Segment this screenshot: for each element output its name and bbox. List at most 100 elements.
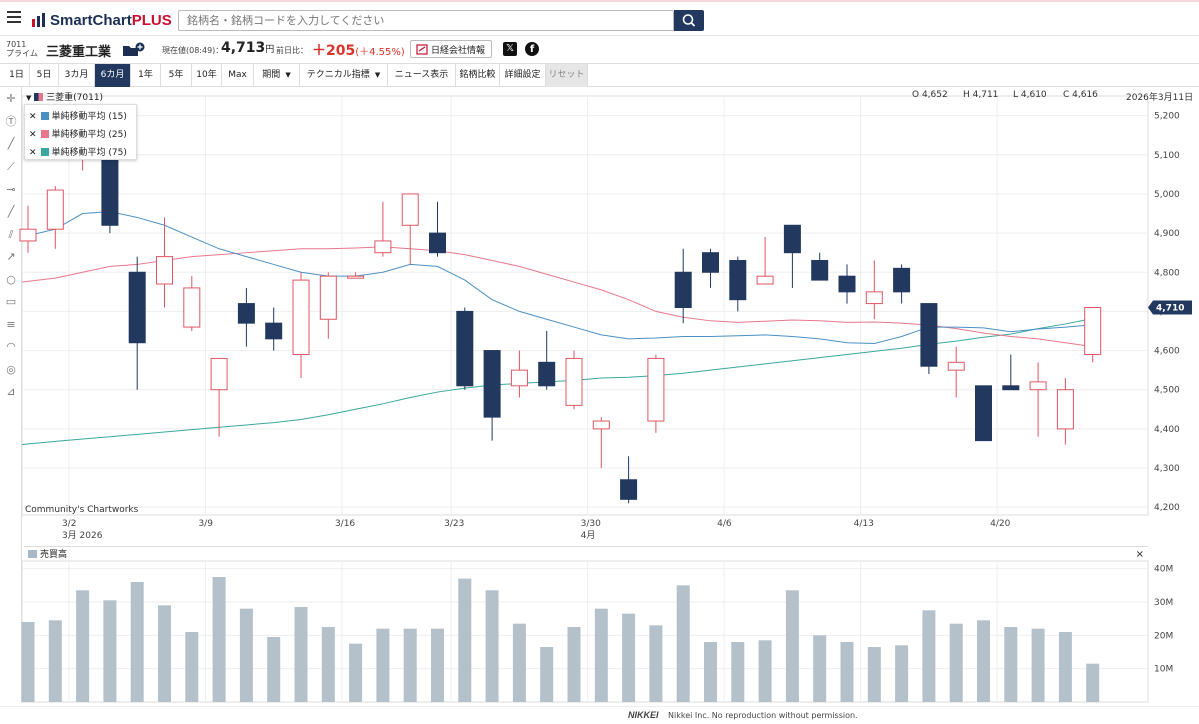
- date-tick-label: 4/6: [717, 519, 732, 529]
- indicator-legend: ✕ 単純移動平均 (15) ✕ 単純移動平均 (25) ✕ 単純移動平均 (75): [24, 104, 137, 160]
- volume-bar: [676, 585, 690, 702]
- company-info-button[interactable]: 日経会社情報: [410, 40, 492, 58]
- ray-tool-icon[interactable]: ╱: [7, 205, 15, 218]
- fibonacci-tool-icon[interactable]: ≡: [6, 318, 16, 331]
- remove-indicator-icon[interactable]: ✕: [29, 130, 37, 140]
- date-tick-label: 4/13: [854, 519, 874, 529]
- candle-body: [1029, 381, 1047, 391]
- volume-color-icon: [28, 550, 37, 558]
- volume-bar: [1086, 663, 1100, 702]
- legend-item-ma15[interactable]: ✕ 単純移動平均 (15): [29, 109, 127, 122]
- toolbar-item-13[interactable]: リセット: [546, 64, 588, 87]
- app-logo[interactable]: SmartChartPLUS: [32, 10, 172, 30]
- chart-watermark: Community's Chartworks: [25, 505, 139, 515]
- candle-body: [1002, 385, 1020, 391]
- candle-body: [783, 224, 801, 254]
- volume-bar: [267, 637, 281, 702]
- candle-body: [292, 279, 310, 355]
- price-tick-label: 4,900: [1154, 229, 1180, 239]
- candle-body: [729, 260, 747, 301]
- price-panel-frame: [21, 95, 1149, 516]
- circle-tool-icon[interactable]: ◎: [6, 363, 16, 376]
- candle-body: [838, 275, 856, 293]
- legend-label: 単純移動平均 (15): [51, 112, 127, 122]
- x-share-icon[interactable]: 𝕏: [503, 42, 517, 56]
- candle-body: [1084, 307, 1102, 355]
- toolbar-item-12[interactable]: 詳細設定: [500, 64, 546, 87]
- horizontal-line-tool-icon[interactable]: ⊸: [6, 183, 16, 196]
- text-tool-icon[interactable]: Ⓣ: [5, 115, 17, 128]
- price-chart[interactable]: 4,2004,3004,4004,5004,6004,7004,8004,900…: [0, 0, 1199, 706]
- ohlc-date: 2026年3月11日: [1126, 93, 1194, 103]
- trend-line-tool-icon[interactable]: ⟋: [7, 160, 15, 173]
- toolbar-item-3[interactable]: 6カ月: [95, 64, 131, 87]
- toolbar-item-4[interactable]: 1年: [131, 64, 161, 87]
- rectangle-tool-icon[interactable]: ▭: [5, 295, 17, 308]
- toolbar-item-5[interactable]: 5年: [161, 64, 192, 87]
- candle-body: [893, 267, 911, 293]
- legend-item-ma75[interactable]: ✕ 単純移動平均 (75): [29, 145, 127, 158]
- volume-panel-header: 売買高 ×: [24, 546, 1148, 561]
- price-change-pct: (＋4.55%): [355, 47, 405, 58]
- toolbar-item-11[interactable]: 銘柄比較: [456, 64, 500, 87]
- close-volume-panel-icon[interactable]: ×: [1135, 549, 1144, 560]
- volume-tick-label: 20M: [1154, 631, 1173, 641]
- search-input[interactable]: [178, 10, 674, 31]
- ma75-line: [21, 317, 1093, 446]
- add-to-folder-icon[interactable]: [122, 42, 146, 58]
- volume-bar: [294, 607, 308, 702]
- date-tick-sublabel: 3月 2026: [62, 530, 103, 541]
- candle-body: [401, 193, 419, 226]
- stock-info-bar: 7011 プライム 三菱重工業 現在値(08:49)： 4,713円 前日比： ＋…: [0, 37, 1199, 63]
- candle-body: [374, 240, 392, 254]
- toolbar-item-6[interactable]: 10年: [192, 64, 222, 87]
- volume-bar: [458, 578, 472, 702]
- toolbar-item-2[interactable]: 3カ月: [59, 64, 95, 87]
- footer: NIKKEI Nikkei Inc. No reproduction witho…: [0, 706, 1199, 724]
- candle-body: [947, 361, 965, 371]
- toolbar-item-1[interactable]: 5日: [30, 64, 59, 87]
- remove-indicator-icon[interactable]: ✕: [29, 112, 37, 122]
- arrow-tool-icon[interactable]: ↗: [6, 250, 16, 263]
- company-info-label: 日経会社情報: [431, 46, 486, 56]
- date-tick-sublabel: 4月: [581, 530, 596, 541]
- candle-body: [702, 252, 719, 273]
- legend-label: 単純移動平均 (75): [51, 148, 127, 158]
- date-tick-label: 3/30: [581, 519, 601, 529]
- candle-body: [265, 322, 283, 340]
- date-tick-label: 4/20: [990, 519, 1010, 529]
- hamburger-menu-icon[interactable]: [7, 11, 21, 23]
- logo-bars-icon: [32, 13, 45, 27]
- ellipse-tool-icon[interactable]: ○: [6, 273, 16, 286]
- candle-body: [647, 357, 665, 422]
- series-selector[interactable]: ▼ 三菱重(7011): [26, 90, 103, 103]
- volume-tick-label: 10M: [1154, 665, 1173, 675]
- legend-swatch: [40, 148, 49, 156]
- toolbar-item-9[interactable]: テクニカル指標: [300, 64, 388, 87]
- volume-bar: [649, 625, 663, 702]
- line-tool-icon[interactable]: ╱: [7, 137, 15, 150]
- candle-body: [210, 357, 228, 391]
- top-bar: SmartChartPLUS: [0, 0, 1199, 36]
- remove-indicator-icon[interactable]: ✕: [29, 148, 37, 158]
- volume-bar: [540, 647, 554, 702]
- price-tick-label: 4,600: [1154, 347, 1180, 357]
- volume-bar: [704, 642, 717, 702]
- measure-tool-icon[interactable]: ⊿: [6, 385, 16, 398]
- current-price: 4,713: [221, 40, 266, 56]
- channel-tool-icon[interactable]: ⫽: [8, 228, 14, 241]
- facebook-share-icon[interactable]: f: [525, 42, 539, 56]
- prev-day-label: 前日比：: [276, 46, 308, 55]
- volume-tick-label: 40M: [1154, 565, 1173, 575]
- search-button[interactable]: [674, 10, 704, 31]
- volume-bar: [21, 622, 35, 702]
- stock-name: 三菱重工業: [46, 45, 112, 60]
- crosshair-tool-icon[interactable]: ✛: [6, 92, 16, 105]
- toolbar-item-0[interactable]: 1日: [4, 64, 30, 87]
- volume-bar: [349, 643, 363, 702]
- legend-item-ma25[interactable]: ✕ 単純移動平均 (25): [29, 127, 127, 140]
- stock-code: 7011: [6, 40, 27, 49]
- collapse-caret-icon: ▼: [26, 94, 32, 102]
- arc-tool-icon[interactable]: ◠: [6, 340, 16, 353]
- toolbar-item-10[interactable]: ニュース表示: [388, 64, 456, 87]
